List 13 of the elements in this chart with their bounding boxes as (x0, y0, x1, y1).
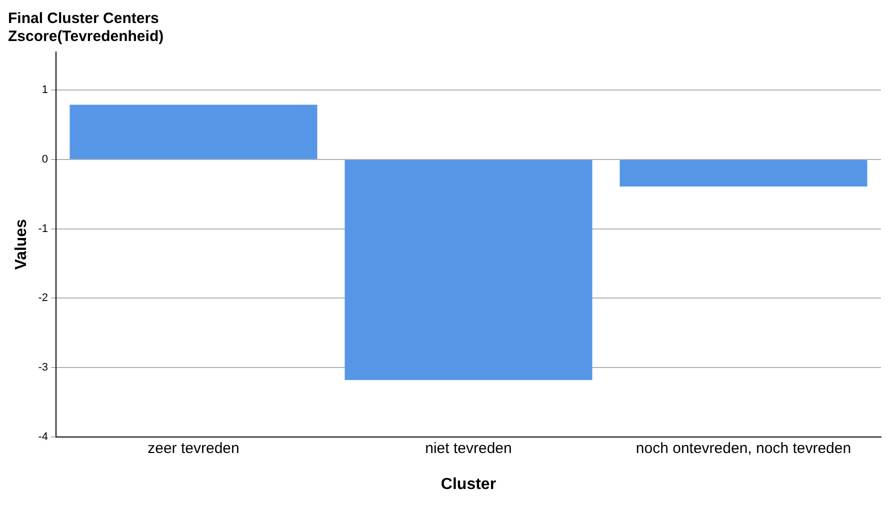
y-axis-title: Values (13, 218, 30, 270)
y-tick-label: -1 (38, 222, 48, 235)
chart-subtitle: Zscore(Tevredenheid) (8, 28, 164, 46)
x-tick-label: niet tevreden (425, 440, 512, 457)
y-tick-label: 1 (42, 84, 48, 96)
chart-title: Final Cluster Centers (8, 10, 159, 28)
x-tick-label: noch ontevreden, noch tevreden (636, 440, 852, 457)
y-tick-label: -2 (38, 292, 48, 304)
y-tick-label: -3 (38, 362, 48, 374)
y-tick-label: -4 (38, 430, 48, 443)
x-axis-title: Cluster (440, 476, 496, 493)
x-tick-label: zeer tevreden (148, 440, 240, 457)
y-tick-label: 0 (42, 154, 48, 166)
